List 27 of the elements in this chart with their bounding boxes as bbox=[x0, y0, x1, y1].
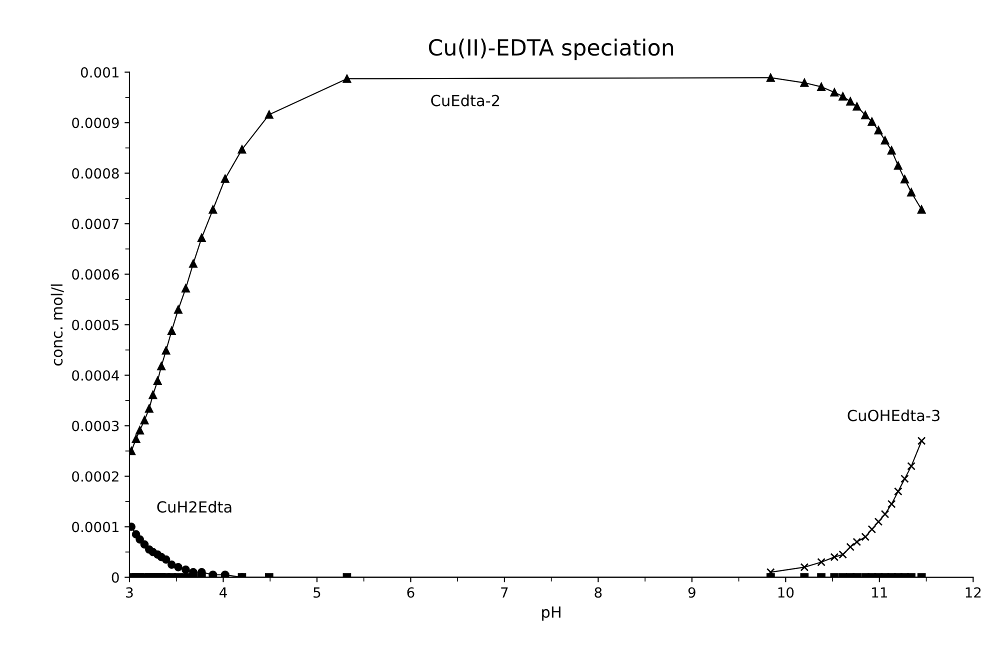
x-tick-label: 6 bbox=[407, 587, 414, 598]
y-axis-title: conc. mol/l bbox=[50, 284, 64, 366]
x-tick-label: 7 bbox=[501, 587, 508, 598]
y-tick-label: 0.0005 bbox=[72, 320, 119, 330]
y-tick-label: 0.001 bbox=[80, 67, 118, 78]
x-tick-label: 3 bbox=[126, 587, 133, 598]
y-tick-label: 0.0006 bbox=[72, 269, 119, 280]
series-label: CuEdta-2 bbox=[431, 94, 500, 106]
y-tick-label: 0.0008 bbox=[72, 168, 119, 179]
y-tick-label: 0 bbox=[112, 572, 119, 583]
x-axis-title: pH bbox=[542, 606, 560, 621]
x-tick-label: 10 bbox=[778, 587, 794, 598]
x-tick-label: 5 bbox=[314, 587, 320, 598]
x-tick-label: 8 bbox=[594, 587, 602, 598]
y-tick-label: 0.0004 bbox=[72, 370, 119, 381]
x-tick-label: 12 bbox=[966, 587, 981, 598]
y-tick-label: 0.0009 bbox=[72, 118, 119, 128]
y-tick-label: 0.0003 bbox=[72, 420, 119, 432]
chart-title: Cu(II)-EDTA speciation bbox=[428, 38, 674, 60]
x-tick-label: 9 bbox=[688, 587, 696, 598]
x-tick-label: 11 bbox=[872, 587, 887, 598]
y-tick-label: 0.0007 bbox=[72, 218, 119, 230]
y-tick-label: 0.0002 bbox=[72, 471, 118, 482]
x-tick-label: 4 bbox=[219, 587, 227, 598]
y-tick-label: 0.0001 bbox=[72, 522, 118, 532]
legend-label: CuH2Edta bbox=[157, 500, 232, 513]
series-label: CuOHEdta-3 bbox=[848, 409, 940, 422]
